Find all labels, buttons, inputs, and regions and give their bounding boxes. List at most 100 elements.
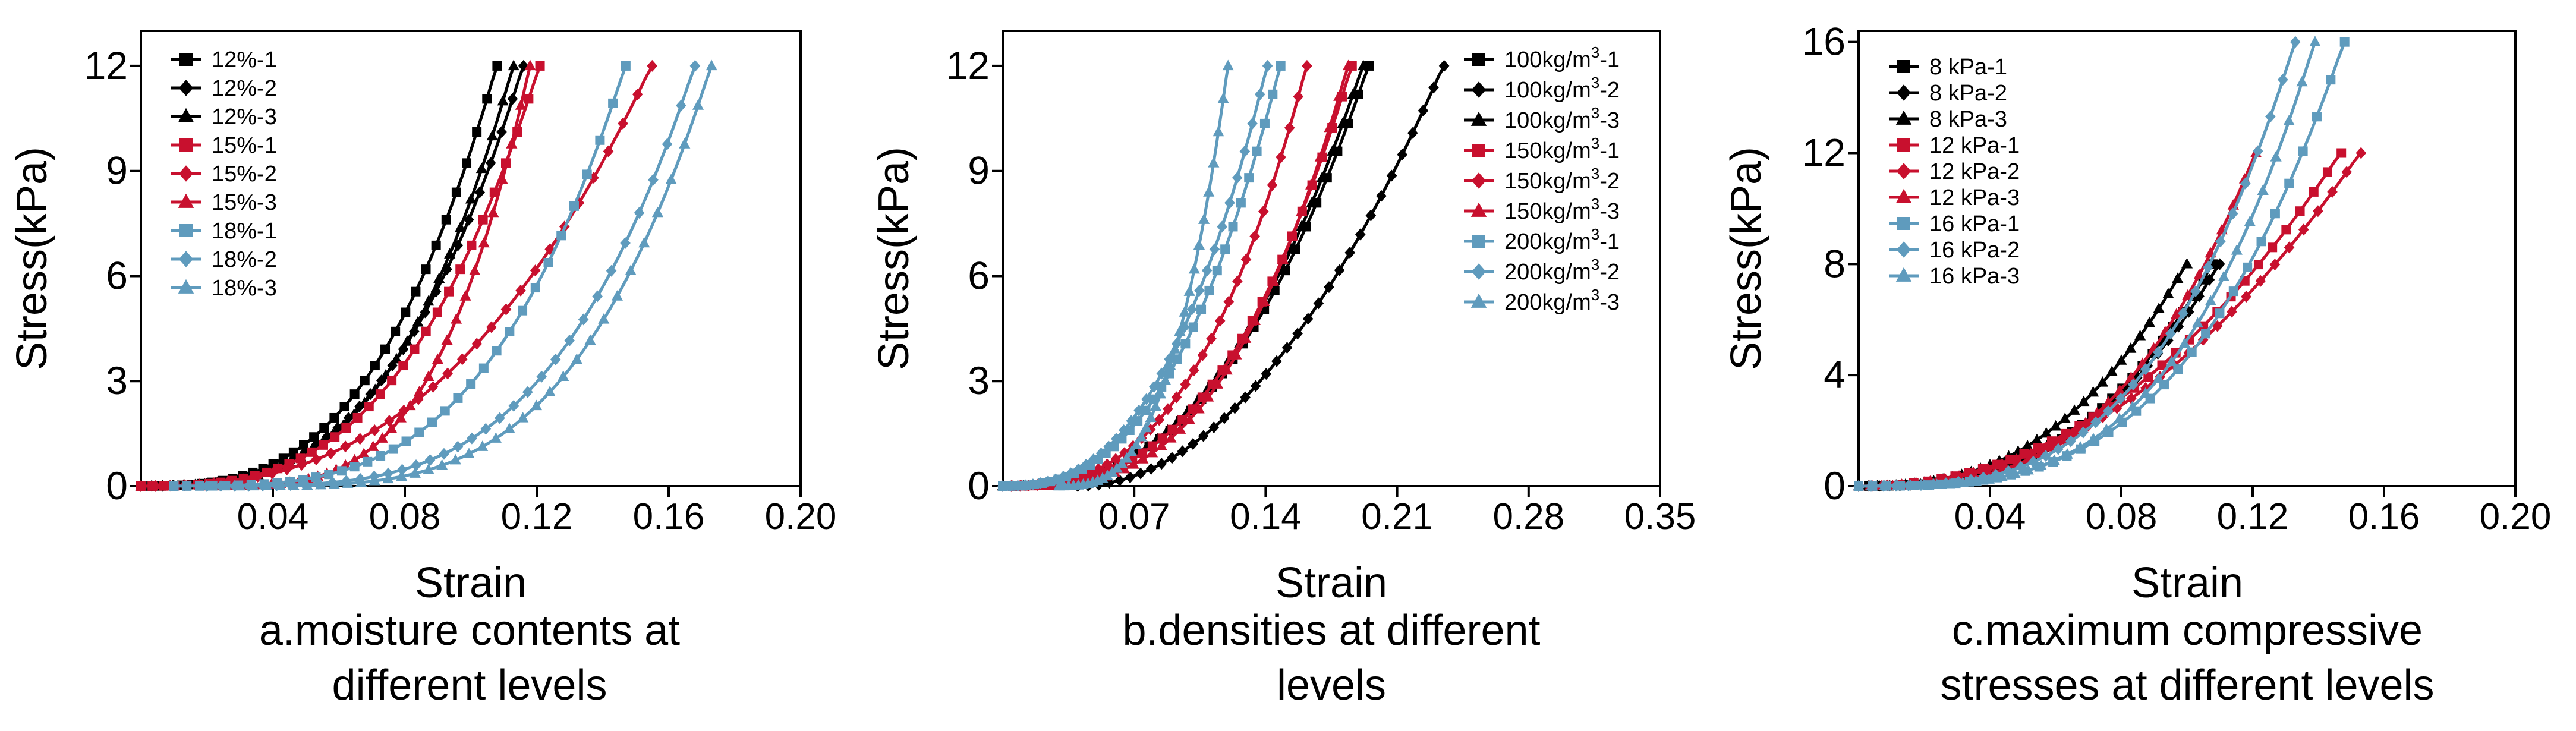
legend-marker bbox=[1470, 293, 1487, 308]
data-point bbox=[1193, 402, 1205, 414]
legend-label: 200kg/m3-3 bbox=[1504, 286, 1620, 315]
legend-marker bbox=[179, 138, 193, 152]
data-point bbox=[1983, 473, 1995, 484]
data-point bbox=[1155, 440, 1167, 450]
chart-panel-2: 0.07 0.14 0.21 0.28 0.35 0 3 6 9 12 Stress(kPa) Str… bbox=[870, 30, 1696, 709]
data-point bbox=[1324, 281, 1334, 294]
legend-label: 100kg/m3-2 bbox=[1504, 74, 1620, 103]
data-point bbox=[1028, 478, 1038, 491]
data-point bbox=[261, 480, 273, 490]
data-point bbox=[1130, 439, 1142, 450]
data-point bbox=[2341, 166, 2352, 178]
data-point bbox=[1194, 284, 1205, 297]
series-line bbox=[1002, 65, 1309, 488]
y-axis-label: Stress(kPa) bbox=[870, 147, 918, 370]
data-point bbox=[489, 187, 499, 197]
legend-marker bbox=[1897, 217, 1910, 230]
data-point bbox=[2178, 307, 2188, 320]
panel-caption-line: a.moisture contents at bbox=[259, 607, 680, 654]
data-point bbox=[462, 158, 472, 168]
data-point bbox=[1255, 88, 1265, 100]
data-point bbox=[638, 237, 650, 248]
x-tick-label: 0.12 bbox=[2217, 496, 2289, 537]
data-point bbox=[2295, 206, 2305, 216]
y-tick-label: 8 bbox=[1824, 241, 1846, 285]
data-point bbox=[324, 470, 334, 480]
data-point bbox=[330, 432, 340, 442]
data-point bbox=[1116, 458, 1128, 468]
legend-item: 200kg/m3-1 bbox=[1464, 225, 1620, 254]
data-point bbox=[1110, 453, 1121, 465]
legend-label: 15%-2 bbox=[212, 162, 277, 187]
legend-item: 16 kPa-1 bbox=[1889, 212, 2020, 237]
panel-caption-line: c.maximum compressive bbox=[1952, 607, 2423, 654]
data-point bbox=[314, 478, 327, 490]
legend-marker bbox=[1896, 241, 1911, 258]
data-point bbox=[2165, 327, 2176, 340]
data-point bbox=[182, 481, 192, 491]
legend-label: 12%-3 bbox=[212, 105, 277, 130]
data-point bbox=[1428, 81, 1439, 94]
legend-marker bbox=[1897, 138, 1910, 152]
x-tick-label: 0.35 bbox=[1624, 496, 1696, 537]
data-point bbox=[432, 353, 444, 364]
data-point bbox=[2278, 74, 2288, 86]
legend-marker bbox=[1895, 267, 1912, 282]
data-point bbox=[1126, 415, 1137, 427]
data-point bbox=[1204, 285, 1214, 295]
data-point bbox=[391, 326, 401, 336]
data-point bbox=[486, 321, 497, 333]
legend-marker bbox=[179, 224, 193, 237]
data-point bbox=[1268, 89, 1278, 99]
data-point bbox=[456, 353, 468, 366]
data-point bbox=[2040, 450, 2051, 462]
data-point bbox=[592, 290, 603, 303]
data-point bbox=[1296, 205, 1308, 216]
data-point bbox=[558, 370, 569, 381]
panel-caption-line: levels bbox=[1277, 661, 1386, 709]
legend-marker bbox=[1472, 53, 1485, 66]
data-point bbox=[1188, 263, 1200, 274]
data-point bbox=[1081, 459, 1091, 471]
data-point bbox=[1163, 403, 1173, 415]
legend-marker bbox=[1897, 60, 1910, 73]
legend-label: 16 kPa-2 bbox=[1929, 238, 2020, 263]
data-point bbox=[1188, 322, 1198, 332]
legend-marker bbox=[1896, 84, 1911, 101]
data-point bbox=[625, 264, 637, 275]
data-point bbox=[2215, 235, 2226, 248]
data-point bbox=[1292, 327, 1303, 340]
data-point bbox=[1174, 423, 1186, 434]
data-point bbox=[2255, 275, 2266, 287]
legend-marker bbox=[1470, 202, 1487, 217]
data-point bbox=[522, 386, 533, 398]
data-point bbox=[431, 240, 441, 250]
data-point bbox=[441, 334, 453, 345]
data-point bbox=[2253, 260, 2263, 270]
data-point bbox=[354, 433, 366, 445]
data-point bbox=[1892, 480, 1904, 490]
data-point bbox=[1358, 59, 1369, 71]
data-point bbox=[1125, 471, 1136, 484]
legend-label: 15%-3 bbox=[212, 190, 277, 215]
data-point bbox=[1202, 391, 1214, 402]
data-point bbox=[442, 367, 453, 380]
data-point bbox=[2284, 178, 2294, 188]
data-point bbox=[608, 98, 618, 108]
data-point bbox=[1978, 471, 1989, 484]
data-point bbox=[1931, 478, 1943, 489]
data-point bbox=[2268, 242, 2278, 253]
data-point bbox=[1058, 470, 1069, 483]
legend-item: 18%-2 bbox=[171, 247, 277, 272]
data-point bbox=[449, 453, 461, 465]
plot-frame bbox=[1002, 30, 1661, 487]
data-point bbox=[1209, 243, 1220, 256]
data-point bbox=[1171, 391, 1182, 404]
data-point bbox=[2134, 329, 2146, 341]
y-tick-label: 9 bbox=[968, 149, 990, 193]
legend-label: 100kg/m3-3 bbox=[1504, 104, 1620, 133]
data-point bbox=[194, 481, 204, 491]
data-point bbox=[524, 94, 534, 104]
data-point bbox=[2182, 289, 2194, 300]
y-tick-label: 6 bbox=[106, 253, 128, 297]
